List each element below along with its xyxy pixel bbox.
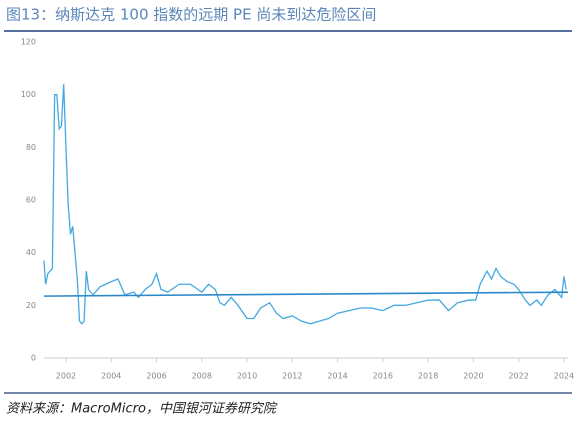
y-tick-label: 120 (21, 38, 36, 47)
x-tick-label: 2010 (237, 372, 257, 381)
x-tick-label: 2004 (101, 372, 121, 381)
x-tick-label: 2018 (418, 372, 438, 381)
data-line (43, 291, 569, 297)
x-tick-label: 2002 (56, 372, 76, 381)
y-tick-label: 80 (26, 143, 36, 152)
chart-title: 图13：纳斯达克 100 指数的远期 PE 尚未到达危险区间 (6, 6, 376, 24)
source: 资料来源：MacroMicro，中国银河证券研究院 (6, 401, 278, 417)
x-tick-label: 2022 (508, 372, 528, 381)
y-tick-label: 40 (26, 248, 36, 257)
x-tick-label: 2016 (373, 372, 393, 381)
x-tick-label: 2006 (146, 372, 166, 381)
x-tick-label: 2024 (554, 372, 574, 381)
data-line (43, 84, 567, 325)
x-tick-label: 2008 (192, 372, 212, 381)
y-tick-label: 0 (31, 354, 36, 363)
y-tick-label: 100 (21, 90, 36, 99)
y-tick-label: 60 (26, 196, 36, 205)
x-tick-label: 2012 (282, 372, 302, 381)
y-tick-label: 20 (26, 301, 36, 310)
x-tick-label: 2014 (327, 372, 347, 381)
x-tick-label: 2020 (463, 372, 483, 381)
